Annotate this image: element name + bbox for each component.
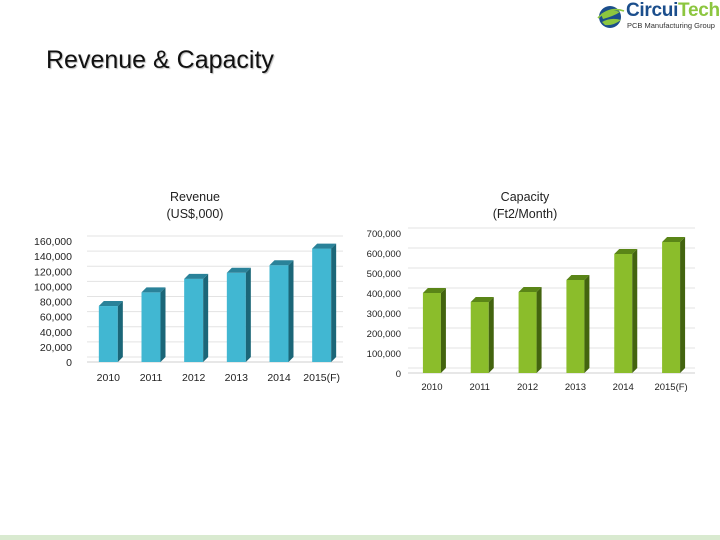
revenue-ytick-label: 160,000	[34, 236, 72, 248]
capacity-bar-front	[566, 280, 585, 373]
capacity-bar-top	[470, 297, 494, 302]
capacity-ytick-label: 100,000	[367, 349, 401, 360]
capacity-bar-side	[584, 275, 590, 373]
revenue-bar	[269, 260, 294, 362]
revenue-bar-front	[184, 278, 204, 362]
revenue-bar	[98, 301, 123, 362]
capacity-ytick-label: 300,000	[367, 309, 401, 320]
revenue-bar	[184, 273, 209, 362]
revenue-bar-side	[203, 273, 209, 362]
capacity-category-label: 2013	[565, 382, 586, 393]
revenue-ytick-label: 0	[66, 357, 72, 369]
capacity-bar	[518, 287, 542, 373]
revenue-bar-side	[117, 301, 123, 362]
capacity-bar-front	[662, 242, 681, 373]
capacity-category-label: 2010	[421, 382, 442, 393]
capacity-bar-side	[440, 288, 446, 373]
revenue-ytick-label: 120,000	[34, 266, 72, 278]
capacity-category-label: 2015(F)	[654, 382, 687, 393]
revenue-plot: 0 20,000 40,000 60,000 80,000 100,000 120,000 1…	[34, 235, 343, 384]
revenue-subtitle: (US$,000)	[166, 207, 224, 221]
logo-title: CircuiTech	[626, 0, 720, 21]
revenue-bar-front	[312, 248, 332, 362]
revenue-ytick-label: 60,000	[40, 312, 72, 324]
globe-icon	[597, 6, 625, 28]
company-logo: CircuiTech PCB Manufacturing Group	[596, 0, 720, 34]
capacity-ytick-label: 600,000	[367, 249, 401, 260]
revenue-chart-title: Revenue (US$,000)	[135, 189, 255, 223]
capacity-bar	[470, 297, 494, 373]
capacity-category-label: 2011	[470, 382, 490, 393]
capacity-bar-top	[662, 237, 686, 242]
capacity-ytick-label: 200,000	[367, 329, 401, 340]
capacity-bar-front	[518, 292, 537, 373]
capacity-ytick-label: 0	[396, 369, 401, 380]
capacity-ytick-label: 400,000	[367, 289, 401, 300]
capacity-bar-side	[536, 287, 542, 373]
revenue-ytick-label: 100,000	[34, 281, 72, 293]
revenue-bar	[226, 267, 251, 362]
capacity-bar-top	[518, 287, 542, 292]
capacity-bar	[566, 275, 590, 373]
capacity-bar-top	[614, 249, 638, 254]
revenue-title: Revenue	[169, 190, 221, 204]
page-title: Revenue & Capacity	[46, 46, 274, 74]
revenue-ytick-label: 20,000	[40, 342, 72, 354]
revenue-bar-top	[98, 301, 123, 307]
revenue-bar-front	[226, 272, 246, 362]
revenue-bar-top	[312, 243, 337, 249]
revenue-category-label: 2014	[267, 372, 291, 384]
capacity-ytick-label: 700,000	[367, 229, 401, 240]
capacity-subtitle: (Ft2/Month)	[492, 207, 558, 221]
revenue-bar	[141, 287, 166, 362]
capacity-ytick-label: 500,000	[367, 269, 401, 280]
logo-tagline: PCB Manufacturing Group	[627, 21, 715, 30]
revenue-category-label: 2013	[225, 372, 249, 384]
capacity-category-label: 2012	[517, 382, 538, 393]
revenue-bar-side	[160, 287, 166, 362]
revenue-chart: Revenue (US$,000) 0 20,000 40,000 60,000 80,…	[25, 185, 345, 395]
revenue-ytick-label: 80,000	[40, 297, 72, 309]
capacity-bar-front	[614, 254, 633, 373]
revenue-bar	[312, 243, 337, 362]
capacity-bar-front	[422, 293, 441, 373]
revenue-bar-side	[245, 267, 251, 362]
capacity-title: Capacity	[500, 190, 550, 204]
revenue-bar-front	[141, 292, 161, 362]
capacity-bar-front	[470, 302, 489, 373]
capacity-bar-top	[566, 275, 590, 280]
revenue-category-label: 2010	[97, 372, 121, 384]
revenue-bar-top	[269, 260, 294, 266]
revenue-bar-top	[226, 267, 251, 273]
revenue-category-label: 2011	[140, 372, 163, 384]
revenue-bar-top	[141, 287, 166, 293]
revenue-ytick-label: 140,000	[34, 251, 72, 263]
revenue-bar-side	[288, 260, 294, 362]
capacity-bar-side	[632, 249, 638, 373]
revenue-bar-side	[331, 243, 337, 362]
capacity-bar-side	[680, 237, 686, 373]
revenue-bar-top	[184, 273, 209, 279]
capacity-category-label: 2014	[613, 382, 634, 393]
revenue-bar-front	[98, 306, 118, 362]
revenue-ytick-label: 40,000	[40, 327, 72, 339]
revenue-category-label: 2015(F)	[303, 372, 340, 384]
capacity-bar	[614, 249, 638, 373]
revenue-bar-front	[269, 265, 289, 362]
capacity-bar	[662, 237, 686, 373]
capacity-plot: 0 100,000 200,000 300,000 400,000 500,000 600,…	[367, 227, 695, 393]
revenue-category-label: 2012	[182, 372, 206, 384]
capacity-chart: Capacity (Ft2/Month) 0 100,000 200,000 300,…	[345, 185, 700, 405]
capacity-bar-top	[422, 288, 446, 293]
capacity-chart-title: Capacity (Ft2/Month)	[465, 189, 585, 223]
bottom-rule	[0, 535, 720, 540]
capacity-bar	[422, 288, 446, 373]
capacity-bar-side	[488, 297, 494, 373]
